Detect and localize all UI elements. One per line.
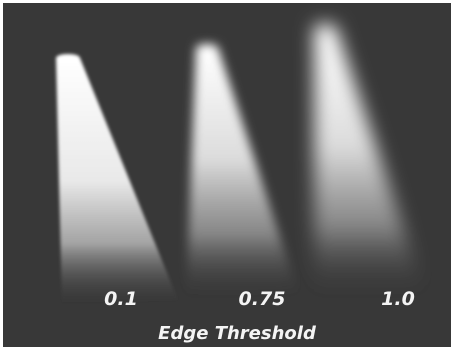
caption: Edge Threshold — [158, 323, 317, 344]
beam-label: 0.75 — [239, 288, 286, 310]
beam-label: 1.0 — [381, 288, 415, 310]
beam-label: 0.1 — [104, 288, 138, 310]
beam-top — [56, 54, 80, 62]
beam-top — [196, 44, 218, 52]
beam-top — [314, 24, 336, 32]
page: 0.1 0.75 1.0 Edge Threshold (() => { con… — [0, 0, 454, 350]
illustration: 0.1 0.75 1.0 Edge Threshold — [0, 0, 454, 350]
